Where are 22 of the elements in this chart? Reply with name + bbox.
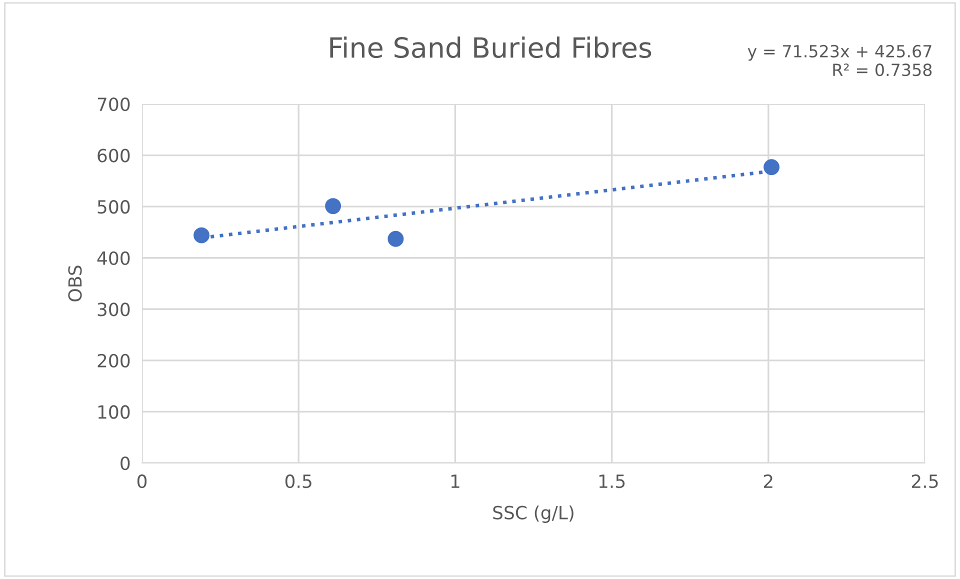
x-tick-label: 0 — [137, 474, 147, 488]
x-tick-label: 2.5 — [912, 474, 938, 488]
y-tick-label: 100 — [98, 405, 130, 419]
text: y = 71.523x + 425.67 R² = 0.7358 — [748, 44, 932, 76]
x-tick-label: 0.5 — [285, 474, 312, 488]
x-tick-label: 2 — [764, 474, 772, 488]
x-axis-title: SSC (g/L) — [493, 505, 574, 523]
y-tick-label: 400 — [97, 251, 130, 265]
y-tick-label: 300 — [98, 302, 130, 316]
point — [764, 159, 780, 176]
chart-title: Fine Sand Buried Fibres — [330, 36, 652, 58]
point — [194, 227, 210, 244]
point — [388, 230, 404, 247]
y-tick-label: 500 — [98, 200, 130, 214]
x-tick-label: 1 — [451, 474, 460, 488]
y-axis-title: OBS — [68, 266, 82, 302]
y-tick-label: 0 — [120, 456, 130, 470]
y-tick-label: 700 — [98, 97, 130, 112]
y-tick-label: 600 — [98, 148, 130, 162]
y-tick-label: 200 — [98, 354, 130, 368]
point — [325, 198, 342, 214]
x-tick-label: 1.5 — [599, 474, 625, 488]
